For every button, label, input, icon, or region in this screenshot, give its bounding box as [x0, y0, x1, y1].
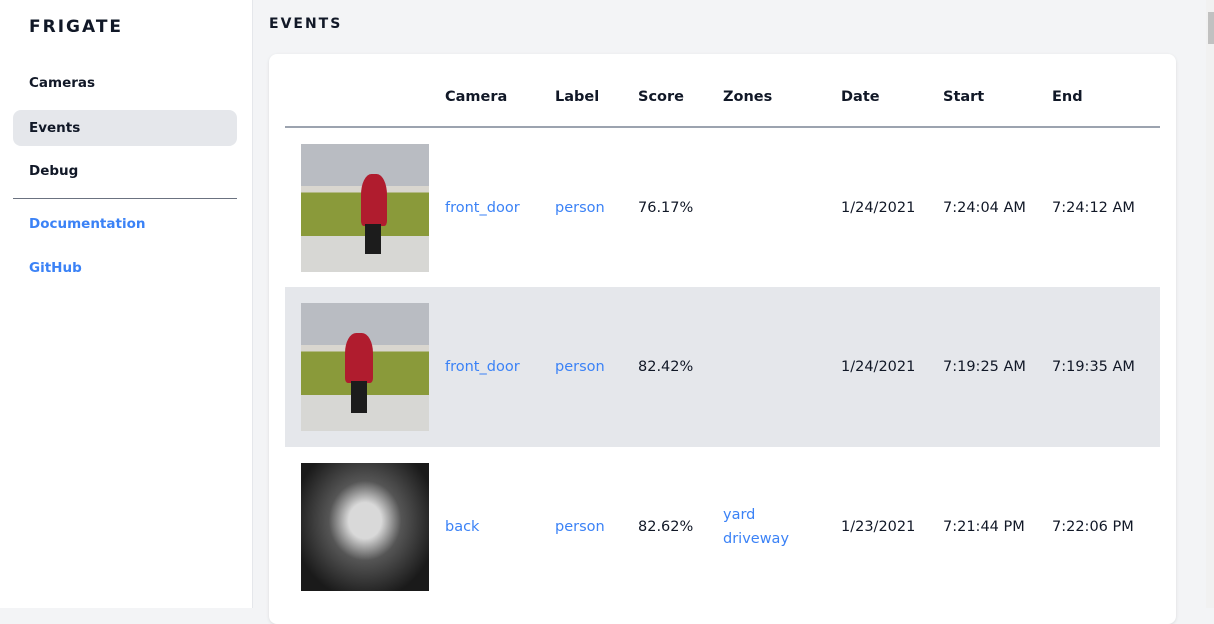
- sidebar-item-events[interactable]: Events: [13, 110, 237, 146]
- end-time: 7:19:35 AM: [1052, 287, 1160, 447]
- sidebar-item-debug[interactable]: Debug: [29, 163, 79, 179]
- date: 1/24/2021: [841, 199, 916, 216]
- scrollbar[interactable]: [1206, 0, 1214, 608]
- table-row[interactable]: back person 82.62% yard driveway 1/23/202…: [285, 447, 1160, 607]
- header-score: Score: [638, 54, 723, 128]
- header-zones: Zones: [723, 54, 841, 128]
- header-camera: Camera: [445, 54, 555, 128]
- label-link[interactable]: person: [555, 199, 605, 216]
- end-time: 7:24:12 AM: [1052, 199, 1135, 216]
- scrollbar-thumb[interactable]: [1208, 12, 1214, 44]
- page-title: EVENTS: [269, 16, 343, 32]
- zones: [723, 287, 841, 447]
- end-time: 7:22:06 PM: [1052, 519, 1134, 535]
- score: 76.17%: [638, 199, 694, 216]
- label-link[interactable]: person: [555, 287, 638, 447]
- brand-logo[interactable]: FRIGATE: [29, 17, 124, 37]
- header-label: Label: [555, 54, 638, 128]
- sidebar-item-cameras[interactable]: Cameras: [29, 75, 96, 91]
- zone-link[interactable]: yard: [723, 507, 756, 523]
- header-end: End: [1052, 54, 1160, 128]
- header-date: Date: [841, 54, 943, 128]
- table-row[interactable]: front_door person 82.42% 1/24/2021 7:19:…: [285, 287, 1160, 447]
- table-row[interactable]: front_door person 76.17% 1/24/2021 7:24:…: [285, 127, 1160, 287]
- sidebar-link-github[interactable]: GitHub: [29, 260, 82, 276]
- zones: yard driveway: [723, 447, 841, 607]
- camera-link[interactable]: back: [445, 519, 480, 535]
- zones: [723, 127, 841, 287]
- sidebar-divider: [13, 198, 237, 199]
- events-card: Camera Label Score Zones Date Start End …: [269, 54, 1176, 624]
- score: 82.42%: [638, 287, 723, 447]
- event-thumbnail[interactable]: [301, 143, 429, 272]
- camera-link[interactable]: front_door: [445, 287, 555, 447]
- start-time: 7:19:25 AM: [943, 287, 1052, 447]
- date: 1/24/2021: [841, 287, 943, 447]
- zone-link[interactable]: driveway: [723, 531, 790, 547]
- sidebar: FRIGATE Cameras Events Debug Documentati…: [0, 0, 253, 608]
- start-time: 7:21:44 PM: [943, 519, 1025, 535]
- event-thumbnail[interactable]: [301, 463, 429, 591]
- date: 1/23/2021: [841, 519, 916, 535]
- sidebar-link-documentation[interactable]: Documentation: [29, 216, 146, 232]
- camera-link[interactable]: front_door: [445, 199, 520, 216]
- event-thumbnail[interactable]: [301, 303, 429, 431]
- header-start: Start: [943, 54, 1052, 128]
- table-header: Camera Label Score Zones Date Start End: [285, 54, 1160, 128]
- header-thumbnail: [285, 54, 445, 128]
- events-table: Camera Label Score Zones Date Start End …: [285, 54, 1160, 607]
- label-link[interactable]: person: [555, 519, 605, 535]
- score: 82.62%: [638, 519, 694, 535]
- start-time: 7:24:04 AM: [943, 199, 1026, 216]
